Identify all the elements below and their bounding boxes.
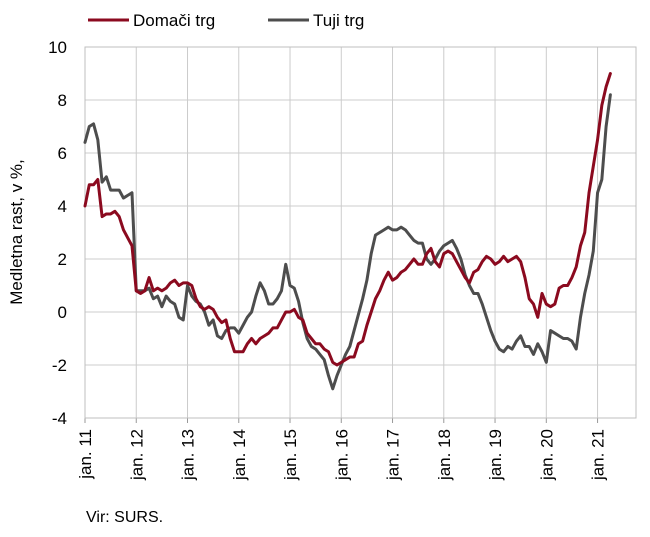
y-tick-label: -4 — [52, 409, 67, 428]
x-tick-label: jan. 16 — [332, 429, 351, 481]
y-tick-label: 2 — [58, 250, 67, 269]
x-tick-label: jan. 19 — [486, 429, 505, 481]
x-tick-label: jan. 12 — [127, 429, 146, 481]
y-tick-label: 4 — [58, 197, 67, 216]
legend-label-domaci-trg: Domači trg — [133, 11, 215, 30]
legend: Domači trg Tuji trg — [88, 11, 364, 30]
y-axis-title: Medletna rast, v %, — [7, 159, 26, 305]
y-tick-label: 0 — [58, 303, 67, 322]
source-note: Vir: SURS. — [86, 509, 163, 526]
x-tick-label: jan. 14 — [230, 429, 249, 481]
series-line-domaci-trg — [83, 72, 612, 367]
x-tick-label: jan. 11 — [76, 429, 95, 480]
y-tick-label: 6 — [58, 144, 67, 163]
legend-label-tuji-trg: Tuji trg — [313, 11, 364, 30]
y-tick-label: 10 — [48, 38, 67, 57]
axes — [84, 46, 637, 423]
x-tick-label: jan. 13 — [179, 429, 198, 481]
x-tick-label: jan. 18 — [435, 429, 454, 481]
x-tick-label: jan. 20 — [537, 429, 556, 481]
x-tick-label: jan. 15 — [281, 429, 300, 481]
y-tick-labels: -4 -2 0 2 4 6 8 10 — [48, 38, 67, 428]
grid — [84, 46, 636, 419]
y-tick-label: 8 — [58, 91, 67, 110]
y-tick-label: -2 — [52, 356, 67, 375]
data-series — [83, 72, 612, 391]
x-tick-label: jan. 17 — [384, 429, 403, 481]
x-tick-labels: jan. 11 jan. 12 jan. 13 jan. 14 jan. 15 jan. … — [76, 429, 608, 481]
x-tick-label: jan. 21 — [589, 429, 608, 481]
series-line-tuji-trg — [83, 93, 612, 391]
plot-frame — [84, 46, 637, 419]
